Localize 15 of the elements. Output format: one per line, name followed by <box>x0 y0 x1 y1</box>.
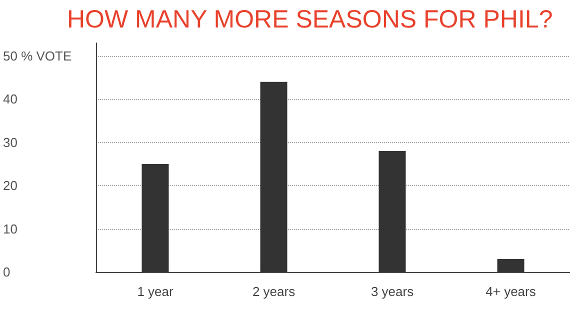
y-tick-label: 10 <box>3 221 18 236</box>
x-tick-label: 3 years <box>370 284 414 299</box>
bar <box>142 164 169 272</box>
x-tick-label: 1 year <box>137 284 174 299</box>
y-tick-label: 50 % VOTE <box>3 48 72 64</box>
bar <box>378 151 406 272</box>
y-tick-label: 20 <box>3 178 18 194</box>
bar <box>260 82 288 272</box>
y-tick-label: 40 <box>3 92 18 107</box>
chart-title: HOW MANY MORE SEASONS FOR PHIL? <box>67 6 553 34</box>
y-tick-label: 0 <box>3 264 10 280</box>
bar <box>497 259 524 272</box>
y-tick-label: 30 <box>3 134 18 150</box>
x-tick-label: 2 years <box>252 284 296 299</box>
x-tick-label: 4+ years <box>486 284 536 299</box>
